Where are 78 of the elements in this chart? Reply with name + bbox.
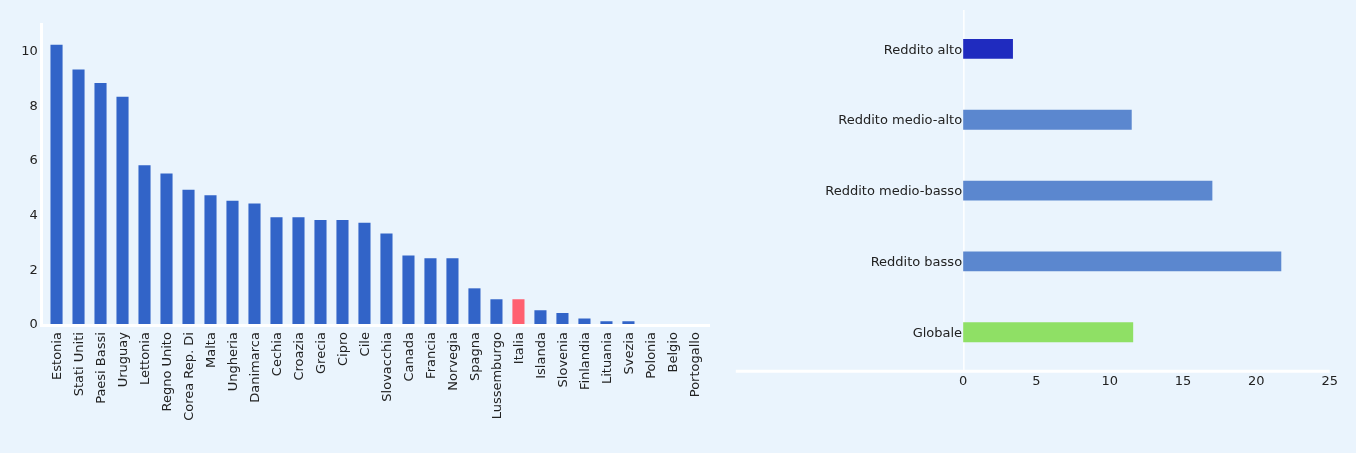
x-tick-label: Italia	[510, 332, 526, 365]
x-tick-label: 25	[1321, 373, 1338, 389]
bar	[446, 258, 459, 324]
bar	[490, 299, 503, 324]
x-tick-label: Francia	[422, 332, 438, 379]
bar	[600, 321, 613, 324]
bar	[963, 109, 1132, 130]
bar	[248, 203, 261, 324]
x-tick-label: Finlandia	[576, 332, 592, 391]
x-tick-label: Corea Rep. Di	[180, 332, 196, 421]
x-tick-label: Norvegia	[444, 332, 460, 391]
y-tick-label: 8	[29, 97, 38, 113]
x-tick-label: Croazia	[290, 332, 306, 381]
bar	[424, 258, 437, 324]
y-tick-label: Reddito alto	[883, 41, 963, 57]
x-tick-label: Cipro	[334, 332, 350, 367]
x-tick-label: 10	[1101, 373, 1118, 389]
x-tick-label: Ungheria	[224, 332, 240, 392]
bar	[578, 318, 591, 324]
x-tick-label: Estonia	[48, 332, 64, 380]
x-tick-label: Stati Uniti	[70, 332, 86, 397]
bar	[204, 195, 217, 324]
y-tick-label: Globale	[912, 324, 963, 340]
x-tick-label: Lussemburgo	[488, 332, 504, 420]
x-tick-label: Belgio	[664, 332, 680, 373]
x-tick-label: Polonia	[642, 332, 658, 379]
bar	[380, 233, 393, 324]
bar	[963, 180, 1213, 201]
x-tick-label: 5	[1032, 373, 1041, 389]
x-tick-label: Uruguay	[114, 331, 130, 388]
x-tick-label: Cechia	[268, 332, 284, 377]
x-tick-label: Lettonia	[136, 332, 152, 386]
bar	[292, 217, 305, 324]
y-tick-label: 10	[21, 42, 38, 58]
y-tick-label: 0	[29, 316, 38, 332]
bar	[72, 69, 85, 324]
bar	[358, 222, 371, 324]
bar	[270, 217, 283, 324]
bar	[336, 219, 349, 324]
x-tick-label: Islanda	[532, 332, 548, 379]
bar	[468, 288, 481, 324]
bar	[226, 200, 239, 324]
x-tick-label: Spagna	[466, 332, 482, 382]
y-tick-label: 4	[29, 207, 38, 222]
x-tick-label: Malta	[202, 332, 218, 368]
bar	[50, 44, 63, 324]
bar	[402, 255, 415, 324]
x-tick-label: 20	[1248, 373, 1265, 389]
bar	[512, 299, 525, 324]
y-tick-label: 6	[29, 152, 38, 168]
x-tick-label: Portogallo	[686, 332, 702, 398]
x-tick-label: Slovacchia	[378, 332, 394, 402]
x-tick-label: Canada	[400, 332, 416, 382]
bar	[963, 251, 1282, 272]
y-tick-label: Reddito medio-alto	[838, 112, 963, 128]
bar	[138, 165, 151, 324]
bar	[622, 321, 635, 324]
bar	[534, 310, 547, 324]
x-tick-label: Grecia	[312, 332, 328, 374]
bar	[116, 96, 129, 324]
bar	[314, 219, 327, 324]
bar	[963, 322, 1134, 343]
x-tick-label: Regno Unito	[158, 332, 174, 412]
bar	[160, 173, 173, 324]
x-tick-label: 15	[1174, 373, 1192, 389]
bar	[556, 312, 569, 324]
y-tick-label: Reddito medio-basso	[825, 183, 963, 199]
x-tick-label: Slovenia	[554, 332, 570, 388]
bar	[963, 39, 1013, 59]
x-tick-label: Paesi Bassi	[92, 332, 108, 404]
x-tick-label: Danimarca	[246, 332, 262, 403]
y-tick-label: 2	[29, 261, 38, 277]
bar	[182, 189, 195, 324]
bar	[94, 83, 107, 324]
x-tick-label: Svezia	[620, 332, 636, 375]
x-tick-label: Cile	[356, 332, 372, 357]
x-tick-label: Lituania	[598, 332, 614, 385]
y-tick-label: Reddito basso	[870, 253, 963, 269]
